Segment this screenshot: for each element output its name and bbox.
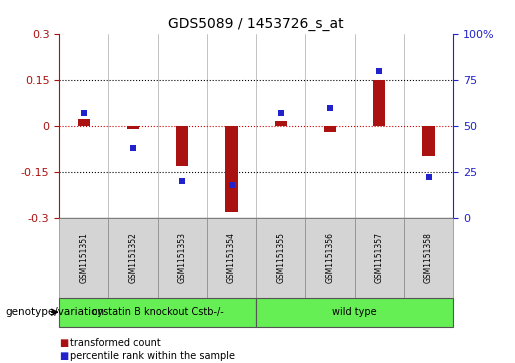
Text: GSM1151353: GSM1151353 <box>178 232 187 283</box>
Bar <box>373 80 386 126</box>
Bar <box>59 298 256 327</box>
Text: GSM1151354: GSM1151354 <box>227 232 236 283</box>
Text: ■: ■ <box>59 351 68 362</box>
Bar <box>422 126 435 156</box>
Title: GDS5089 / 1453726_s_at: GDS5089 / 1453726_s_at <box>168 17 344 31</box>
Bar <box>256 298 453 327</box>
Bar <box>256 218 305 298</box>
Text: GSM1151352: GSM1151352 <box>129 232 138 283</box>
Text: cystatin B knockout Cstb-/-: cystatin B knockout Cstb-/- <box>92 307 224 317</box>
Text: wild type: wild type <box>332 307 377 317</box>
Bar <box>324 126 336 132</box>
Bar <box>59 218 109 298</box>
Text: GSM1151357: GSM1151357 <box>375 232 384 283</box>
Bar <box>158 218 207 298</box>
Bar <box>207 218 256 298</box>
Bar <box>404 218 453 298</box>
Bar <box>305 218 355 298</box>
Bar <box>176 126 188 166</box>
Text: GSM1151358: GSM1151358 <box>424 232 433 283</box>
Text: GSM1151355: GSM1151355 <box>277 232 285 283</box>
Bar <box>78 119 90 126</box>
Text: ■: ■ <box>59 338 68 348</box>
Text: transformed count: transformed count <box>70 338 160 348</box>
Bar <box>355 218 404 298</box>
Bar <box>226 126 238 212</box>
Text: genotype/variation: genotype/variation <box>5 307 104 317</box>
Text: GSM1151351: GSM1151351 <box>79 232 89 283</box>
Bar <box>127 126 139 129</box>
Text: GSM1151356: GSM1151356 <box>325 232 335 283</box>
Text: percentile rank within the sample: percentile rank within the sample <box>70 351 234 362</box>
Bar <box>274 121 287 126</box>
Bar <box>109 218 158 298</box>
